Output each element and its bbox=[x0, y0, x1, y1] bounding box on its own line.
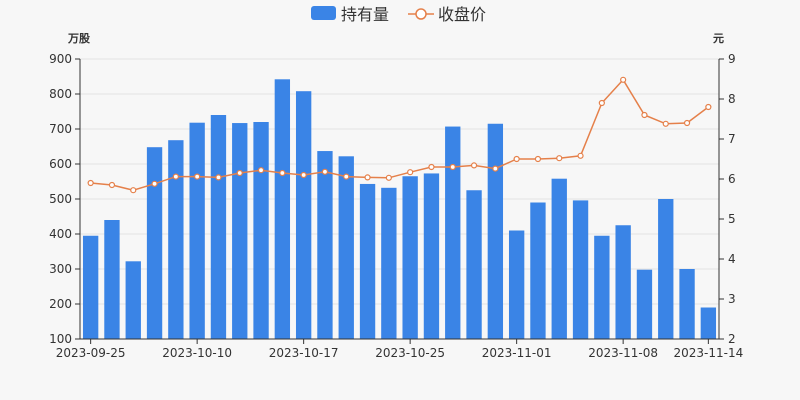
holdings-bar[interactable] bbox=[423, 173, 440, 339]
close-price-point[interactable] bbox=[257, 167, 265, 174]
holdings-bar[interactable] bbox=[253, 122, 269, 339]
x-axis-tick-label: 2023-10-17 bbox=[269, 346, 339, 360]
left-axis-tick-label: 800 bbox=[49, 87, 72, 101]
left-axis-tick-label: 900 bbox=[49, 52, 72, 66]
close-price-point[interactable] bbox=[534, 155, 542, 163]
right-axis-tick-label: 9 bbox=[728, 52, 736, 66]
axes: 100 200 300 400 500 600 700 800 900 2 3 4 5 6 7 8 9 2023-… bbox=[49, 52, 743, 360]
close-price-point[interactable] bbox=[130, 187, 137, 194]
x-axis-tick-label: 2023-10-10 bbox=[162, 346, 232, 360]
holdings-bar[interactable] bbox=[658, 199, 674, 339]
left-axis-tick-label: 100 bbox=[49, 332, 72, 346]
holdings-bar[interactable] bbox=[466, 190, 482, 339]
close-price-point[interactable] bbox=[662, 120, 669, 127]
close-price-point[interactable] bbox=[87, 179, 94, 187]
holdings-bar[interactable] bbox=[679, 269, 695, 339]
holdings-bar[interactable] bbox=[210, 115, 227, 339]
close-price-point[interactable] bbox=[236, 169, 243, 177]
close-price-point[interactable] bbox=[620, 76, 627, 83]
holdings-bar[interactable] bbox=[508, 230, 525, 340]
close-price-point[interactable] bbox=[321, 168, 329, 175]
x-axis-tick-label: 2023-11-08 bbox=[588, 346, 658, 360]
holdings-bar[interactable] bbox=[338, 156, 354, 339]
holdings-bar[interactable] bbox=[125, 261, 141, 339]
right-axis-tick-label: 6 bbox=[728, 172, 736, 186]
close-price-point[interactable] bbox=[556, 155, 563, 162]
holdings-bar[interactable] bbox=[317, 151, 333, 339]
holdings-bar[interactable] bbox=[636, 269, 653, 339]
holdings-bar[interactable] bbox=[487, 123, 504, 339]
right-axis-tick-label: 2 bbox=[728, 332, 736, 346]
close-price-point[interactable] bbox=[470, 162, 478, 169]
legend[interactable]: 持有量 收盘价 bbox=[311, 5, 486, 24]
close-price-point[interactable] bbox=[172, 173, 179, 180]
holdings-bar[interactable] bbox=[381, 187, 397, 339]
right-axis-tick-label: 5 bbox=[728, 212, 736, 226]
x-axis-tick-label: 2023-11-01 bbox=[482, 346, 552, 360]
holdings-bar[interactable] bbox=[615, 225, 631, 339]
holdings-bar[interactable] bbox=[445, 126, 461, 339]
close-price-point[interactable] bbox=[449, 163, 456, 171]
legend-bar-swatch bbox=[311, 6, 336, 20]
right-axis-unit: 元 bbox=[713, 32, 724, 45]
right-axis-tick-label: 7 bbox=[728, 132, 736, 146]
close-price-point[interactable] bbox=[385, 174, 392, 181]
close-price-point[interactable] bbox=[194, 173, 201, 180]
close-price-point[interactable] bbox=[300, 171, 307, 179]
legend-label-close-price: 收盘价 bbox=[438, 5, 486, 24]
right-axis-tick-label: 3 bbox=[728, 292, 736, 306]
line-series-close-price bbox=[87, 76, 712, 194]
close-price-point[interactable] bbox=[343, 173, 350, 180]
x-axis-tick-label: 2023-09-25 bbox=[56, 346, 126, 360]
close-price-point[interactable] bbox=[151, 180, 158, 187]
close-price-point[interactable] bbox=[598, 99, 605, 107]
holdings-bar[interactable] bbox=[402, 176, 418, 339]
right-axis-tick-label: 8 bbox=[728, 92, 736, 106]
close-price-point[interactable] bbox=[279, 169, 286, 177]
holdings-bar[interactable] bbox=[189, 122, 205, 339]
holdings-bar[interactable] bbox=[572, 200, 589, 339]
close-price-point[interactable] bbox=[705, 103, 712, 111]
left-axis-tick-label: 700 bbox=[49, 122, 72, 136]
x-axis-tick-label: 2023-11-14 bbox=[673, 346, 743, 360]
close-price-point[interactable] bbox=[492, 165, 499, 172]
close-price-point[interactable] bbox=[513, 155, 520, 163]
holdings-bar[interactable] bbox=[551, 178, 567, 339]
holdings-bar[interactable] bbox=[359, 183, 376, 339]
close-price-point[interactable] bbox=[215, 174, 222, 181]
holdings-bar[interactable] bbox=[530, 202, 546, 340]
left-axis-tick-label: 600 bbox=[49, 157, 72, 171]
gridlines bbox=[80, 58, 719, 305]
close-price-point[interactable] bbox=[428, 163, 435, 171]
left-axis-tick-label: 500 bbox=[49, 192, 72, 206]
close-price-point[interactable] bbox=[683, 119, 691, 127]
holdings-bar[interactable] bbox=[594, 235, 610, 339]
holdings-bar[interactable] bbox=[295, 91, 312, 339]
bar-series-holdings bbox=[82, 79, 717, 340]
close-price-point[interactable] bbox=[577, 152, 584, 159]
left-axis-unit: 万股 bbox=[67, 32, 91, 45]
left-axis-tick-label: 400 bbox=[49, 227, 72, 241]
holdings-bar[interactable] bbox=[274, 79, 291, 340]
x-axis-tick-label: 2023-10-25 bbox=[375, 346, 445, 360]
close-price-line bbox=[90, 78, 709, 191]
legend-line-marker bbox=[415, 8, 427, 20]
right-axis-tick-label: 4 bbox=[728, 252, 736, 266]
close-price-point[interactable] bbox=[364, 174, 371, 181]
legend-label-holdings: 持有量 bbox=[341, 5, 389, 24]
holdings-bar[interactable] bbox=[232, 123, 248, 339]
holdings-bar[interactable] bbox=[104, 220, 120, 339]
holdings-bar[interactable] bbox=[168, 140, 184, 339]
left-axis-tick-label: 200 bbox=[49, 297, 72, 311]
holdings-bar[interactable] bbox=[82, 235, 99, 339]
close-price-point[interactable] bbox=[407, 169, 414, 176]
close-price-point[interactable] bbox=[641, 111, 648, 119]
close-price-point[interactable] bbox=[108, 181, 116, 189]
left-axis-tick-label: 300 bbox=[49, 262, 72, 276]
holdings-bar[interactable] bbox=[146, 147, 163, 339]
holdings-bar[interactable] bbox=[700, 307, 717, 340]
